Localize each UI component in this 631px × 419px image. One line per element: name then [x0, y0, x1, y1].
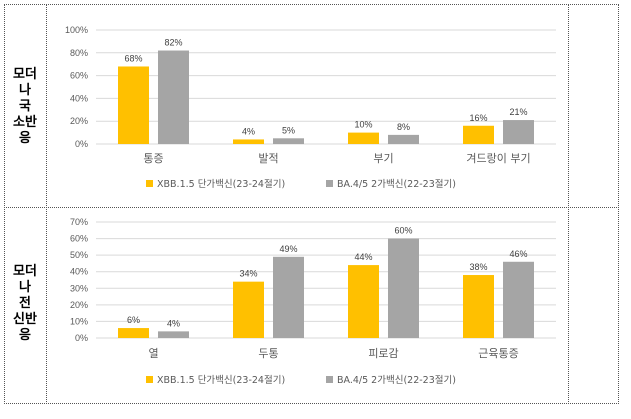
data-label: 21% [509, 107, 527, 117]
y-tick-label: 0% [75, 333, 88, 343]
data-label: 46% [509, 249, 527, 259]
y-tick-label: 70% [70, 217, 88, 227]
legend-swatch [146, 376, 153, 383]
row-label-line: 국 [19, 99, 31, 114]
bar-series-1 [463, 275, 494, 338]
data-label: 5% [282, 125, 295, 135]
y-tick-label: 50% [70, 250, 88, 260]
y-tick-label: 0% [75, 139, 88, 149]
row-label-local-reaction: 모더 나 국 소반 응 [5, 67, 45, 147]
y-tick-label: 20% [70, 300, 88, 310]
column-divider-right [568, 4, 569, 404]
x-category-label: 근육통증 [478, 347, 518, 360]
data-label: 10% [354, 120, 372, 130]
x-category-label: 부기 [373, 152, 393, 165]
bar-series-1 [118, 66, 149, 144]
data-label: 34% [239, 269, 257, 279]
data-label: 4% [167, 318, 180, 328]
data-label: 4% [242, 126, 255, 136]
legend-entry: XBB.1.5 단가백신(23-24절기) [157, 178, 285, 190]
bar-series-2 [158, 331, 189, 338]
legend-entry: BA.4/5 2가백신(22-23절기) [337, 374, 456, 386]
y-tick-label: 30% [70, 283, 88, 293]
legend-swatch [326, 376, 333, 383]
row-label-line: 응 [19, 131, 31, 146]
x-category-label: 통증 [143, 152, 163, 165]
table-frame [4, 4, 619, 404]
bar-series-1 [233, 139, 264, 144]
data-label: 6% [127, 315, 140, 325]
legend-entry: XBB.1.5 단가백신(23-24절기) [157, 374, 285, 386]
legend-swatch [326, 180, 333, 187]
bar-series-1 [233, 281, 264, 338]
y-tick-label: 60% [70, 234, 88, 244]
bar-series-1 [348, 265, 379, 338]
row-label-line: 소반 [13, 115, 37, 130]
y-tick-label: 40% [70, 93, 88, 103]
y-tick-label: 10% [70, 316, 88, 326]
column-divider [46, 4, 47, 404]
row-label-systemic-reaction: 모더 나 전 신반 응 [5, 264, 45, 344]
y-tick-label: 20% [70, 116, 88, 126]
data-label: 82% [164, 38, 182, 48]
data-label: 60% [394, 226, 412, 236]
row-label-line: 나 [19, 280, 31, 295]
row-divider [4, 207, 619, 208]
bar-series-1 [118, 328, 149, 338]
y-tick-label: 60% [70, 71, 88, 81]
x-category-label: 피로감 [368, 347, 398, 360]
chart-local-reactions: 0% 20% 40% 60% 80% 100% 68% 82% 통증 4% 5% 발적 10% 8% 부기 1… [65, 25, 556, 190]
legend-entry: BA.4/5 2가백신(22-23절기) [337, 178, 456, 190]
data-label: 68% [124, 53, 142, 63]
x-category-label: 열 [148, 347, 158, 360]
bar-series-1 [348, 132, 379, 144]
bar-series-2 [273, 138, 304, 144]
bar-series-2 [503, 120, 534, 144]
bar-series-2 [158, 50, 189, 144]
legend-swatch [146, 180, 153, 187]
row-label-line: 전 [19, 296, 31, 311]
x-category-label: 발적 [258, 152, 278, 165]
bar-series-2 [503, 261, 534, 338]
bar-series-2 [273, 256, 304, 338]
y-tick-label: 80% [70, 48, 88, 58]
row-label-line: 모더 [13, 264, 37, 279]
bar-series-2 [388, 134, 419, 144]
data-label: 44% [354, 252, 372, 262]
data-label: 16% [469, 113, 487, 123]
row-label-line: 나 [19, 83, 31, 98]
x-category-label: 겨드랑이 부기 [466, 152, 530, 165]
bar-series-2 [388, 238, 419, 338]
row-label-line: 신반 [13, 312, 37, 327]
chart-systemic-reactions: 0% 10% 20% 30% 40% 50% 60% 70% 6% 4% 열 34% 49% 두통 44% 6… [70, 217, 556, 386]
row-label-line: 응 [19, 328, 31, 343]
row-label-line: 모더 [13, 67, 37, 82]
x-category-label: 두통 [258, 347, 278, 360]
data-label: 38% [469, 262, 487, 272]
bar-series-1 [463, 125, 494, 144]
y-tick-label: 100% [65, 25, 88, 35]
data-label: 49% [279, 244, 297, 254]
data-label: 8% [397, 122, 410, 132]
y-tick-label: 40% [70, 267, 88, 277]
